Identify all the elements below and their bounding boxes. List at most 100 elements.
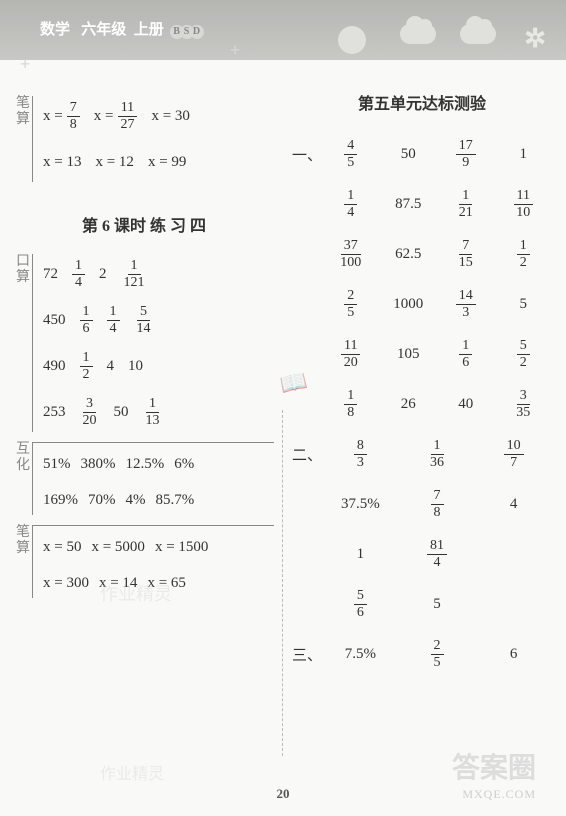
- value-cell: x = 300: [43, 575, 89, 592]
- value-cell: 143: [456, 288, 476, 320]
- value-cell: 40: [458, 396, 473, 413]
- value-cell: 37100: [337, 238, 364, 270]
- value-cell: 25: [431, 638, 444, 670]
- value-cell: 1110: [513, 188, 533, 220]
- fraction: 25: [431, 638, 444, 670]
- value-cell: 14: [107, 304, 120, 336]
- value-cell: 10: [128, 358, 143, 375]
- value-cell: 113: [143, 396, 163, 428]
- page-header: 数学 六年级 上册 BSD ✲ + +: [0, 0, 566, 60]
- value-cell: 50: [401, 146, 416, 163]
- value-cell: 169%: [43, 492, 78, 509]
- value-cell: 16: [80, 304, 93, 336]
- fraction: 143: [456, 288, 476, 320]
- fraction: 1121: [121, 258, 148, 290]
- unit-heading: 第五单元达标测验: [292, 90, 552, 114]
- fraction: 12: [80, 350, 93, 382]
- fraction: 1127: [117, 100, 137, 132]
- value-cell: 51%: [43, 456, 71, 473]
- value-cell: 25: [344, 288, 357, 320]
- bisuan-block: x =78x =1127x = 30x = 13x = 12x = 99: [32, 96, 274, 182]
- value-cell: 105: [397, 346, 420, 363]
- value-cell: 83: [354, 438, 367, 470]
- value-cell: x = 1500: [155, 539, 208, 556]
- value-cell: 1121: [121, 258, 148, 290]
- data-row: 2510001435: [292, 284, 552, 324]
- value-cell: 179: [456, 138, 476, 170]
- value-cell: 56: [354, 588, 367, 620]
- section-label-kousuan: 口算: [14, 254, 32, 286]
- section-label-bisuan: 笔算: [14, 96, 32, 128]
- value-cell: 12: [80, 350, 93, 382]
- row-lead: 二、: [292, 444, 322, 465]
- value-cell: 450: [43, 312, 66, 329]
- fraction: 78: [431, 488, 444, 520]
- fraction: 14: [344, 188, 357, 220]
- header-subject: 数学: [40, 22, 70, 38]
- value-cell: 253: [43, 404, 66, 421]
- value-cell: 62.5: [395, 246, 421, 263]
- value-cell: x = 50: [43, 539, 81, 556]
- value-cell: x = 14: [99, 575, 137, 592]
- watermark-brand: 答案圈: [452, 746, 536, 786]
- fraction: 14: [72, 258, 85, 290]
- fraction: 16: [80, 304, 93, 336]
- page-content: 笔算 x =78x =1127x = 30x = 13x = 12x = 99 …: [0, 60, 566, 684]
- data-row: x = 50x = 5000x = 1500: [43, 532, 274, 562]
- fraction: 335: [513, 388, 533, 420]
- value-cell: 814: [427, 538, 447, 570]
- header-grade: 六年级: [81, 22, 126, 38]
- data-row: 182640335: [292, 384, 552, 424]
- deco-snowflake: ✲: [524, 24, 546, 54]
- value-cell: 85.7%: [156, 492, 195, 509]
- value-cell: 335: [513, 388, 533, 420]
- value-cell: 78: [431, 488, 444, 520]
- value-cell: 12.5%: [126, 456, 165, 473]
- deco-plus: +: [20, 54, 30, 75]
- lesson-heading: 第 6 课时 练 习 四: [14, 212, 274, 236]
- value-cell: x = 13: [43, 154, 81, 171]
- value-cell: 514: [134, 304, 154, 336]
- left-column: 笔算 x =78x =1127x = 30x = 13x = 12x = 99 …: [14, 90, 274, 684]
- bisuan2-section: 笔算 x = 50x = 5000x = 1500x = 300x = 14x …: [14, 525, 274, 598]
- data-row: 二、83136107: [292, 434, 552, 474]
- fraction: 16: [459, 338, 472, 370]
- fraction: 814: [427, 538, 447, 570]
- value-cell: 1000: [393, 296, 423, 313]
- fraction: 14: [107, 304, 120, 336]
- value-cell: 37.5%: [341, 496, 380, 513]
- value-cell: 12: [517, 238, 530, 270]
- value-cell: 50: [114, 404, 129, 421]
- fraction: 121: [456, 188, 476, 220]
- fraction: 25: [344, 288, 357, 320]
- fraction: 52: [517, 338, 530, 370]
- value-cell: 320: [80, 396, 100, 428]
- right-column: 第五单元达标测验 一、455017911487.512111103710062.…: [292, 90, 552, 684]
- value-cell: 45: [344, 138, 357, 170]
- section-label-huhua: 互化: [14, 442, 32, 474]
- value-cell: x =78: [43, 100, 80, 132]
- value-cell: 52: [517, 338, 530, 370]
- page-number: 20: [0, 786, 566, 802]
- huhua-section: 互化 51%380%12.5%6%169%70%4%85.7%: [14, 442, 274, 515]
- value-cell: 6: [510, 646, 518, 663]
- fraction: 1110: [513, 188, 533, 220]
- data-row: 253 320 50 113: [43, 392, 274, 432]
- deco-cloud: [400, 24, 436, 44]
- header-badge: BSD: [172, 23, 202, 39]
- fraction: 107: [504, 438, 524, 470]
- value-cell: 7.5%: [345, 646, 376, 663]
- fraction: 37100: [337, 238, 364, 270]
- data-row: 1487.51211110: [292, 184, 552, 224]
- value-cell: 16: [459, 338, 472, 370]
- value-cell: x = 30: [151, 108, 189, 125]
- fraction: 1120: [341, 338, 361, 370]
- value-cell: x = 65: [147, 575, 185, 592]
- data-row: 一、45501791: [292, 134, 552, 174]
- fraction: 320: [80, 396, 100, 428]
- value-cell: 715: [456, 238, 476, 270]
- data-row: 49012410: [43, 346, 274, 386]
- fraction: 83: [354, 438, 367, 470]
- data-row: 721421121: [43, 254, 274, 294]
- bisuan-section: 笔算 x =78x =1127x = 30x = 13x = 12x = 99: [14, 96, 274, 182]
